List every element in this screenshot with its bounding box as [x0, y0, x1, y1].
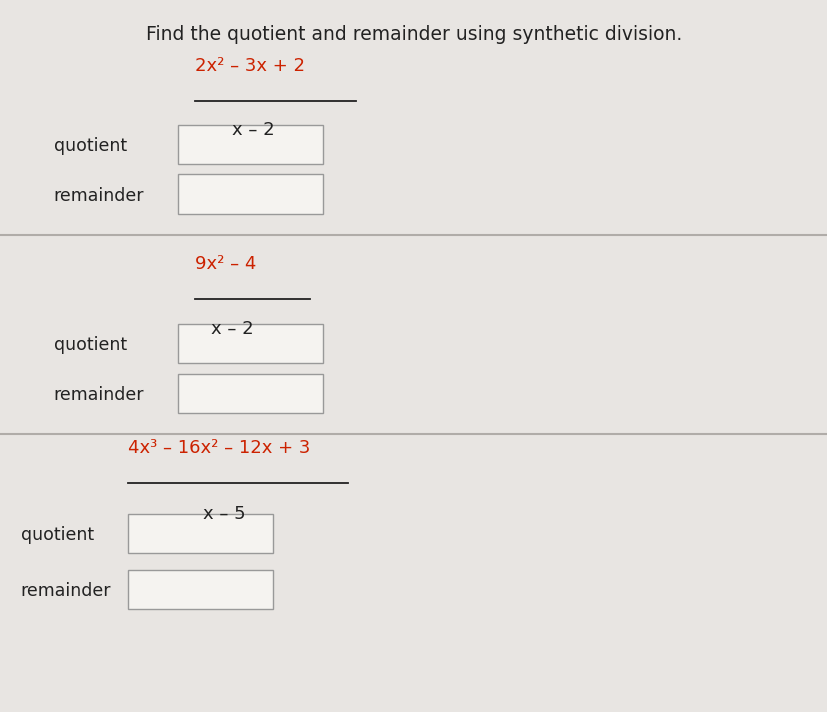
FancyBboxPatch shape	[0, 235, 827, 434]
FancyBboxPatch shape	[178, 374, 323, 413]
FancyBboxPatch shape	[0, 434, 827, 712]
Text: remainder: remainder	[21, 582, 111, 600]
FancyBboxPatch shape	[178, 174, 323, 214]
Text: Find the quotient and remainder using synthetic division.: Find the quotient and remainder using sy…	[146, 25, 681, 44]
FancyBboxPatch shape	[128, 570, 273, 609]
Text: quotient: quotient	[21, 526, 93, 545]
Text: x – 2: x – 2	[211, 320, 253, 338]
Text: remainder: remainder	[54, 386, 144, 404]
FancyBboxPatch shape	[0, 0, 827, 235]
Text: quotient: quotient	[54, 336, 127, 355]
FancyBboxPatch shape	[178, 324, 323, 363]
Text: x – 2: x – 2	[232, 121, 274, 139]
Text: 9x² – 4: 9x² – 4	[194, 255, 256, 273]
FancyBboxPatch shape	[178, 125, 323, 164]
Text: remainder: remainder	[54, 187, 144, 205]
Text: 2x² – 3x + 2: 2x² – 3x + 2	[194, 57, 304, 75]
FancyBboxPatch shape	[128, 514, 273, 553]
Text: 4x³ – 16x² – 12x + 3: 4x³ – 16x² – 12x + 3	[128, 439, 310, 457]
Text: x – 5: x – 5	[203, 505, 245, 523]
Text: quotient: quotient	[54, 137, 127, 155]
